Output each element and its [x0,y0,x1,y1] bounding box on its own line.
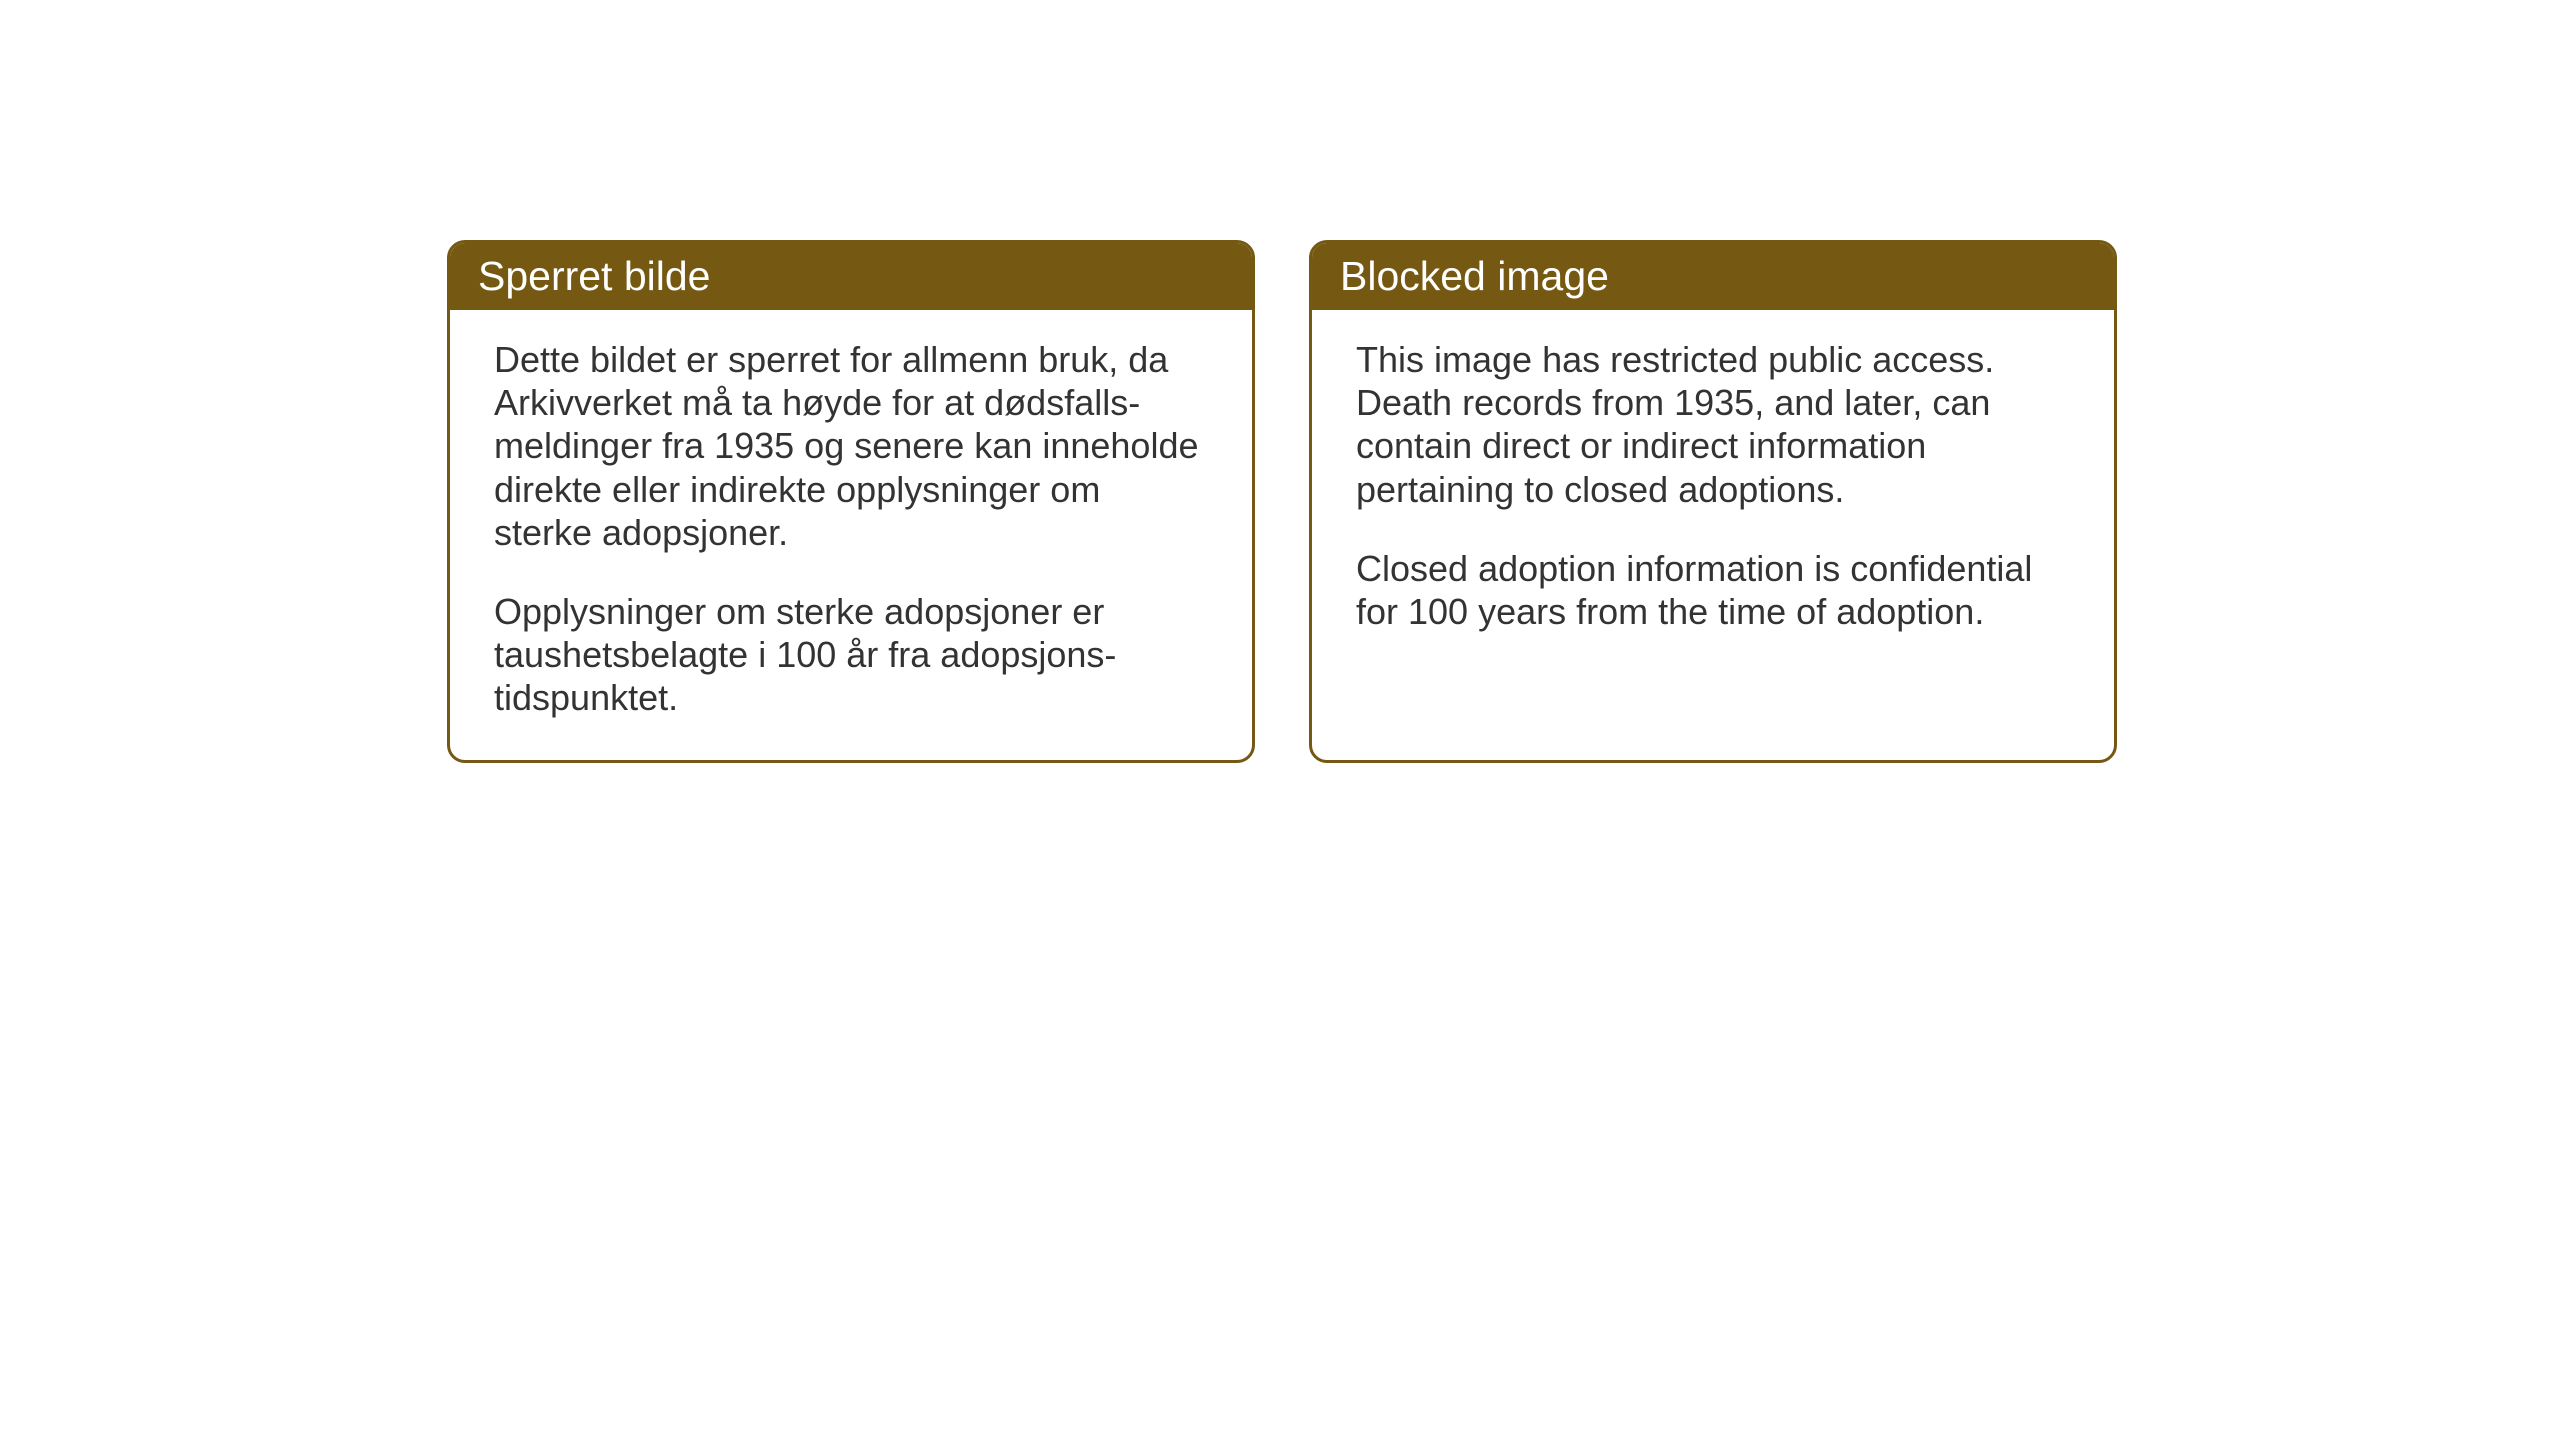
card-norwegian: Sperret bilde Dette bildet er sperret fo… [447,240,1255,763]
card-paragraph-norwegian-2: Opplysninger om sterke adopsjoner er tau… [494,590,1208,720]
cards-container: Sperret bilde Dette bildet er sperret fo… [447,240,2117,763]
card-paragraph-english-1: This image has restricted public access.… [1356,338,2070,511]
card-paragraph-norwegian-1: Dette bildet er sperret for allmenn bruk… [494,338,1208,554]
card-title-norwegian: Sperret bilde [478,253,710,299]
card-body-norwegian: Dette bildet er sperret for allmenn bruk… [450,310,1252,760]
card-header-english: Blocked image [1312,243,2114,310]
card-english: Blocked image This image has restricted … [1309,240,2117,763]
card-header-norwegian: Sperret bilde [450,243,1252,310]
card-body-english: This image has restricted public access.… [1312,310,2114,673]
card-title-english: Blocked image [1340,253,1609,299]
card-paragraph-english-2: Closed adoption information is confident… [1356,547,2070,633]
